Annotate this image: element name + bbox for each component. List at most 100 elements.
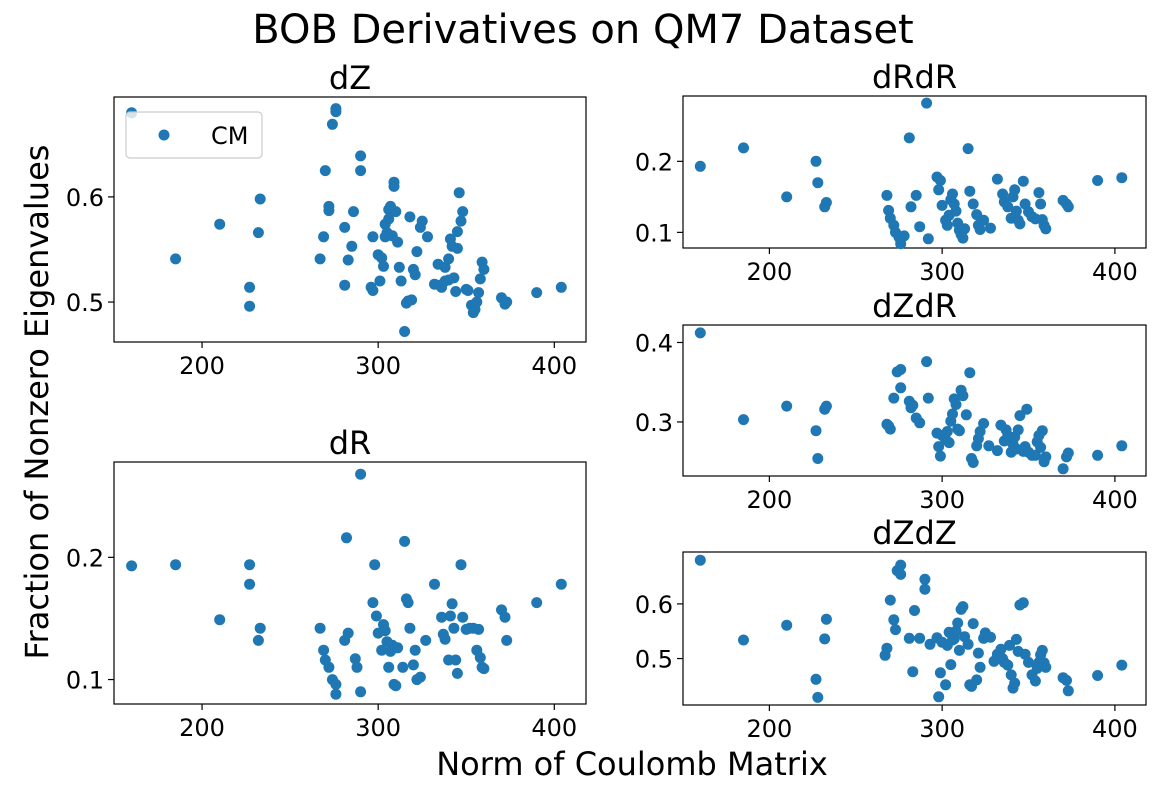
- data-point: [936, 199, 948, 211]
- data-point: [888, 614, 900, 626]
- data-point: [252, 634, 264, 646]
- data-point: [738, 634, 749, 646]
- data-point: [810, 673, 822, 685]
- data-point: [890, 624, 901, 636]
- data-point: [1023, 656, 1034, 668]
- data-point: [907, 666, 919, 678]
- data-point: [450, 286, 462, 297]
- data-point: [409, 644, 421, 656]
- data-point: [1036, 644, 1048, 656]
- data-point: [1014, 410, 1026, 422]
- data-point: [414, 671, 426, 683]
- data-point: [1009, 677, 1021, 689]
- data-point: [383, 213, 395, 225]
- data-point: [451, 242, 463, 254]
- data-point: [451, 226, 463, 238]
- data-point: [957, 601, 969, 613]
- data-point: [995, 643, 1007, 655]
- data-point: [478, 663, 490, 675]
- data-point: [126, 560, 138, 572]
- data-point: [323, 205, 335, 217]
- data-point: [450, 654, 462, 666]
- data-point: [404, 211, 416, 223]
- data-point: [957, 390, 969, 402]
- data-point: [881, 189, 893, 201]
- data-point: [392, 642, 404, 654]
- data-point: [812, 691, 824, 703]
- data-point: [501, 296, 513, 308]
- data-point: [983, 440, 995, 452]
- data-point: [820, 400, 832, 412]
- data-point: [919, 583, 931, 595]
- data-point: [429, 578, 440, 590]
- data-point: [555, 281, 567, 293]
- data-point: [985, 631, 996, 643]
- data-point: [738, 414, 749, 426]
- data-point: [1029, 449, 1041, 461]
- data-point: [1035, 441, 1047, 453]
- y-tick-label: 0.2: [635, 148, 673, 176]
- data-point: [978, 214, 990, 226]
- data-point: [907, 399, 919, 411]
- data-point: [349, 653, 361, 665]
- data-point: [819, 633, 831, 645]
- y-tick-label: 0.5: [635, 646, 673, 674]
- data-point: [1092, 175, 1104, 186]
- data-point: [355, 686, 367, 698]
- data-point: [1062, 201, 1074, 213]
- y-tick-label: 0.6: [635, 591, 673, 619]
- data-point: [950, 625, 962, 637]
- data-point: [964, 367, 976, 379]
- data-point: [919, 573, 931, 585]
- data-point: [439, 633, 451, 645]
- axes-frame: [682, 551, 1147, 706]
- x-tick-label: 400: [1092, 715, 1138, 743]
- data-point: [812, 177, 824, 189]
- data-point: [395, 275, 407, 287]
- data-point: [455, 559, 467, 571]
- data-point: [342, 254, 354, 266]
- data-point: [555, 578, 567, 590]
- legend: CM: [125, 111, 263, 159]
- data-point: [957, 232, 969, 244]
- data-point: [351, 661, 363, 673]
- data-point: [812, 453, 824, 464]
- data-point: [694, 554, 706, 566]
- data-point: [326, 118, 338, 130]
- data-point: [420, 634, 432, 646]
- data-point: [499, 611, 511, 623]
- subplot-dz: dZ 200 300 400 0.5 0.6 CM: [66, 59, 587, 380]
- data-point: [446, 598, 458, 610]
- axes-frame: [682, 95, 1147, 249]
- data-point: [945, 659, 957, 671]
- data-point: [971, 674, 983, 686]
- legend-box: [125, 111, 263, 159]
- data-point: [244, 559, 256, 571]
- data-point: [406, 294, 418, 306]
- data-point: [457, 611, 469, 623]
- subplot-title: dR: [329, 424, 372, 462]
- data-point: [383, 661, 395, 673]
- data-point: [471, 296, 483, 308]
- data-point: [1036, 425, 1048, 437]
- data-point: [1014, 218, 1026, 230]
- data-point: [399, 326, 411, 337]
- data-point: [409, 269, 421, 281]
- data-point: [399, 535, 411, 547]
- data-point: [974, 661, 986, 673]
- data-point: [170, 559, 182, 571]
- data-point: [1033, 187, 1045, 199]
- data-point: [941, 426, 953, 437]
- data-point: [323, 661, 335, 673]
- data-point: [960, 409, 972, 421]
- y-tick-label: 0.4: [635, 329, 673, 357]
- data-point: [1092, 449, 1104, 461]
- data-point: [1010, 205, 1022, 217]
- x-tick-label: 200: [179, 714, 225, 742]
- data-point: [390, 680, 402, 692]
- data-point: [921, 97, 933, 109]
- data-point: [884, 594, 896, 606]
- data-point: [1062, 447, 1074, 459]
- legend-label: CM: [211, 122, 248, 150]
